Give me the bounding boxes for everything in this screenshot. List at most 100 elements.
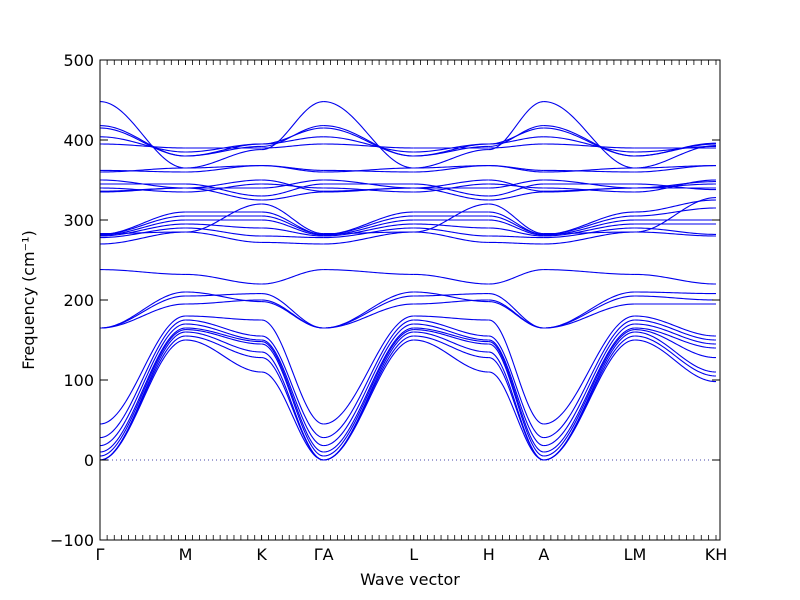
band-line-0-6 [100,319,186,439]
band-line-3-8 [323,303,414,329]
x-tick-label: H [483,545,495,564]
band-line-7-7 [634,315,717,337]
band-line-6-17 [543,211,635,235]
band-line-0-7 [100,315,186,425]
band-line-3-29 [323,125,414,157]
band-line-6-18 [543,231,635,235]
band-line-7-16 [634,207,717,217]
band-line-5-21 [488,183,544,189]
band-line-0-8 [100,303,186,329]
band-line-1-25 [185,165,262,173]
band-line-0-4 [100,327,186,453]
y-tick-label: −100 [50,531,94,550]
band-line-3-9 [323,295,414,329]
band-line-5-24 [488,165,544,173]
band-line-7-2 [634,331,717,373]
band-line-5-30 [488,101,544,151]
band-line-6-14 [543,223,635,237]
band-line-7-0 [634,339,717,383]
band-line-3-17 [323,211,414,235]
band-line-4-30 [413,149,489,169]
band-line-6-30 [543,101,635,169]
plot-frame [99,59,721,541]
band-line-3-27 [323,136,414,153]
band-line-4-14 [413,223,489,229]
band-line-6-2 [543,331,635,461]
band-line-7-13 [634,227,717,235]
band-line-4-25 [413,165,489,173]
band-line-5-27 [488,136,544,145]
band-line-0-10 [100,291,186,329]
band-line-5-6 [488,335,544,439]
band-line-5-13 [488,235,544,239]
band-line-5-18 [488,203,544,235]
band-line-4-10 [413,291,489,303]
band-line-1-2 [185,331,262,353]
x-tick-label: KH [705,545,728,564]
band-line-2-15 [261,219,324,236]
band-line-6-7 [543,315,635,425]
band-line-3-23 [323,179,414,189]
band-line-1-5 [185,323,262,341]
band-line-3-28 [323,127,414,157]
x-tick-label: A [538,545,549,564]
band-line-6-8 [543,303,635,329]
band-line-3-11 [323,269,414,275]
band-line-4-7 [413,315,489,321]
band-line-5-17 [488,211,544,235]
band-line-1-3 [185,329,262,345]
band-line-2-5 [261,339,324,447]
band-line-2-22 [261,183,324,197]
band-line-7-29 [634,142,717,157]
band-line-6-5 [543,323,635,447]
band-line-0-27 [100,136,186,153]
band-line-5-9 [488,293,544,329]
band-line-7-3 [634,329,717,359]
band-line-3-2 [323,331,414,461]
band-line-6-27 [543,136,635,153]
band-line-4-12 [413,231,489,243]
band-line-2-0 [261,371,324,461]
series-layer [100,101,720,461]
band-line-3-14 [323,223,414,237]
x-tick-label: ΓA [314,545,334,564]
band-line-6-21 [543,187,635,193]
band-line-2-29 [261,125,324,147]
band-line-3-7 [323,315,414,425]
band-line-6-15 [543,219,635,236]
band-line-7-5 [634,323,717,345]
band-line-3-12 [323,231,414,245]
band-line-5-4 [488,341,544,453]
band-line-1-22 [185,183,262,197]
band-line-5-7 [488,319,544,425]
band-line-0-9 [100,295,186,329]
band-line-0-5 [100,323,186,447]
band-line-4-4 [413,327,489,343]
band-line-2-23 [261,179,324,189]
band-line-5-10 [488,301,544,329]
band-line-5-14 [488,227,544,237]
band-line-6-29 [543,125,635,157]
band-line-0-25 [100,169,186,173]
band-line-1-1 [185,335,262,359]
band-line-1-9 [185,293,262,297]
band-line-7-1 [634,335,717,377]
band-line-6-11 [543,269,635,275]
band-line-3-3 [323,329,414,457]
band-line-3-6 [323,319,414,439]
band-line-5-15 [488,219,544,236]
band-line-3-5 [323,323,414,447]
band-line-5-19 [488,191,544,201]
band-line-7-21 [634,179,717,193]
band-line-2-10 [261,301,324,329]
band-line-0-1 [100,335,186,461]
band-line-5-5 [488,339,544,447]
band-line-6-24 [543,167,635,173]
x-axis-label: Wave vector [360,570,460,589]
band-line-1-28 [185,143,262,157]
band-line-3-25 [323,169,414,173]
band-line-4-28 [413,143,489,157]
band-line-4-11 [413,273,489,285]
band-line-6-26 [543,143,635,149]
band-line-1-7 [185,315,262,321]
